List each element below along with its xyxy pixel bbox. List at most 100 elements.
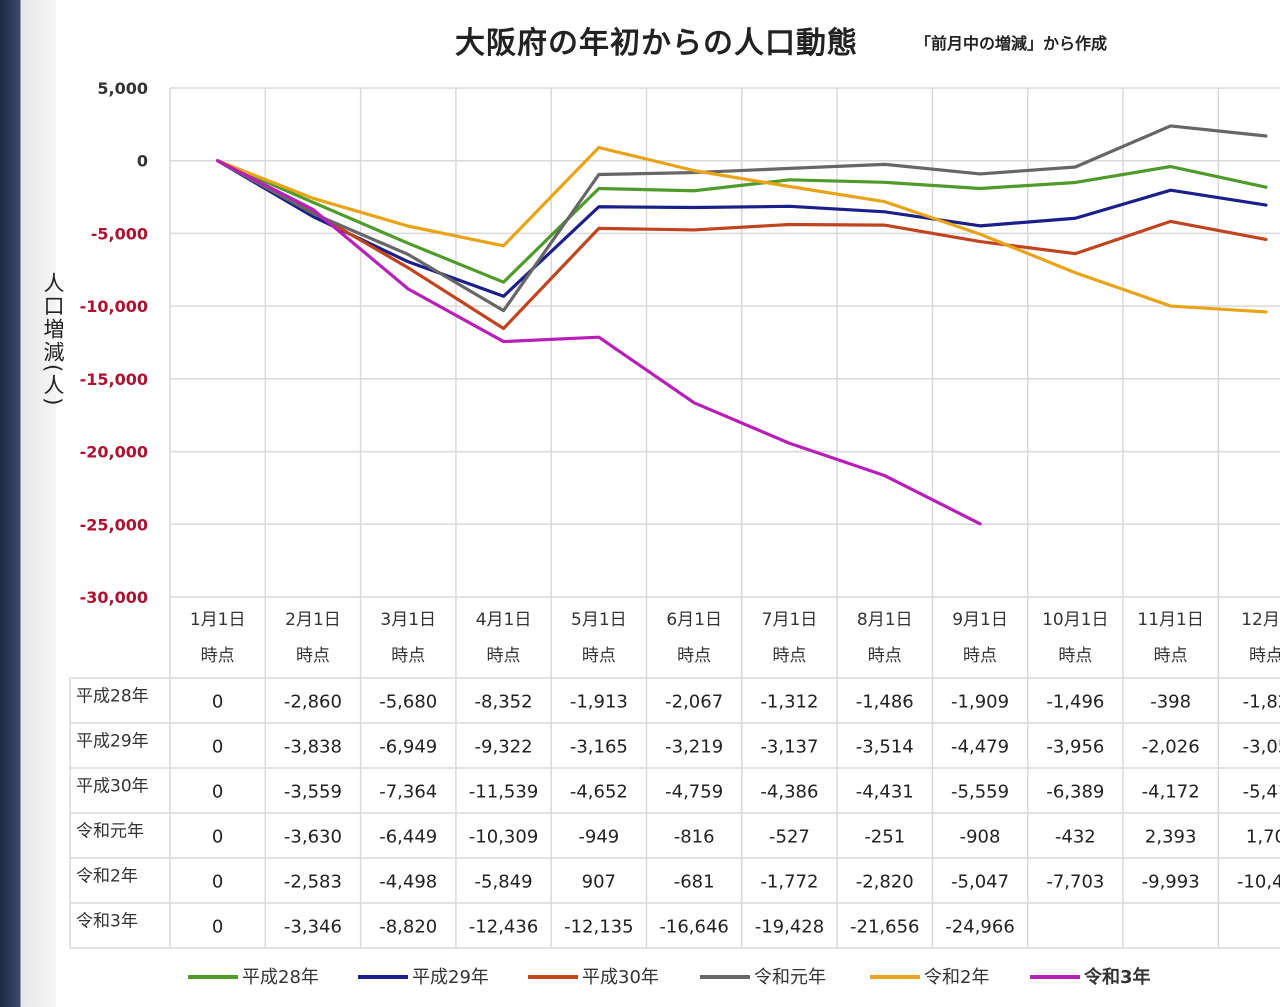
- y-tick-label: 5,000: [97, 79, 148, 98]
- legend-label: 令和3年: [1083, 966, 1151, 988]
- y-tick-label: 0: [137, 152, 148, 171]
- table-cell: -4,498: [379, 872, 437, 893]
- table-cell: -1,909: [951, 692, 1009, 713]
- table-cell: 1,70: [1246, 827, 1280, 848]
- table-cell: -24,966: [945, 917, 1014, 938]
- table-cell: -2,820: [856, 872, 914, 893]
- table-cell: -2,026: [1142, 737, 1200, 758]
- table-cell: -432: [1055, 827, 1096, 848]
- table-cell: -3,137: [760, 737, 818, 758]
- table-cell: 0: [212, 782, 223, 803]
- left-edge-background: [0, 0, 56, 1007]
- x-category-sublabel: 時点: [1154, 646, 1188, 666]
- y-tick-label: -10,000: [80, 297, 148, 316]
- table-cell: -21,656: [850, 917, 919, 938]
- table-cell: -10,309: [469, 827, 538, 848]
- table-cell: -11,539: [469, 782, 538, 803]
- chart-subtitle: 「前月中の増減」から作成: [915, 34, 1108, 53]
- table-cell: -3,346: [284, 917, 342, 938]
- table-cell: -816: [674, 827, 715, 848]
- table-cell: 0: [212, 737, 223, 758]
- x-category-label: 11月1日: [1137, 610, 1203, 630]
- series-lines: [216, 124, 1268, 526]
- table-cell: 0: [212, 827, 223, 848]
- table-cell: -6,949: [379, 737, 437, 758]
- x-category-sublabel: 時点: [1249, 646, 1280, 666]
- y-tick-label: -20,000: [80, 443, 148, 462]
- table-cell: -1,82: [1243, 692, 1280, 713]
- table-cell: -5,047: [951, 872, 1009, 893]
- x-category-sublabel: 時点: [868, 646, 902, 666]
- legend-label: 令和元年: [754, 967, 826, 988]
- table-cell: -2,860: [284, 692, 342, 713]
- table-cell: -3,559: [284, 782, 342, 803]
- legend-label: 平成28年: [242, 967, 319, 988]
- table-cell: -12,135: [564, 917, 633, 938]
- table-cell: -5,41: [1243, 782, 1280, 803]
- table-cell: -398: [1150, 692, 1191, 713]
- table-cell: -5,559: [951, 782, 1009, 803]
- table-cell: -7,703: [1046, 872, 1104, 893]
- x-category-sublabel: 時点: [391, 646, 425, 666]
- table-cell: -527: [769, 827, 810, 848]
- table-cell: -3,838: [284, 737, 342, 758]
- table-cell: -6,449: [379, 827, 437, 848]
- y-tick-labels: 5,000 0 -5,000 -10,000 -15,000 -20,000 -25,000…: [80, 79, 148, 607]
- table-cell: -5,680: [379, 692, 437, 713]
- x-category-label: 10月1日: [1042, 610, 1108, 630]
- x-category-sublabel: 時点: [296, 646, 330, 666]
- table-cell: -3,956: [1046, 737, 1104, 758]
- x-category-sublabel: 時点: [487, 646, 521, 666]
- x-category-label: 2月1日: [285, 610, 341, 630]
- table-cell: -4,759: [665, 782, 723, 803]
- table-row-header: 令和2年: [76, 867, 138, 887]
- table-cell: -1,496: [1046, 692, 1104, 713]
- table-cell: -1,913: [570, 692, 628, 713]
- y-tick-label: -30,000: [80, 588, 148, 607]
- table-cell: 2,393: [1145, 827, 1197, 848]
- table-row-header: 平成29年: [76, 732, 149, 752]
- table-cell: -3,165: [570, 737, 628, 758]
- legend-label: 令和2年: [924, 967, 989, 988]
- x-category-label: 3月1日: [380, 610, 436, 630]
- y-tick-label: -5,000: [91, 224, 148, 243]
- table-cell: -12,436: [469, 917, 538, 938]
- x-category-sublabel: 時点: [677, 646, 711, 666]
- table-cell: -1,486: [856, 692, 914, 713]
- table-row-header: 令和3年: [76, 912, 138, 932]
- x-category-label: 6月1日: [666, 610, 722, 630]
- table-cell: -3,630: [284, 827, 342, 848]
- table-cell: -19,428: [755, 917, 824, 938]
- table-cell: -4,172: [1142, 782, 1200, 803]
- table-cell: -9,993: [1142, 872, 1200, 893]
- series-line: [216, 159, 1268, 331]
- x-category-label: 8月1日: [857, 610, 913, 630]
- series-line: [216, 145, 1268, 314]
- table-cell: -2,583: [284, 872, 342, 893]
- table-cell: -8,352: [475, 692, 533, 713]
- legend: 平成28年 平成29年 平成30年 令和元年 令和2年 令和3年: [188, 966, 1151, 988]
- table-cell: -7,364: [379, 782, 437, 803]
- y-axis-label: 人口増減(人): [41, 272, 65, 408]
- table-cell: -908: [960, 827, 1001, 848]
- y-tick-label: -25,000: [80, 515, 148, 534]
- x-category-label: 5月1日: [571, 610, 627, 630]
- table-cell: -681: [674, 872, 715, 893]
- table-cell: -4,652: [570, 782, 628, 803]
- table-cell: -4,386: [760, 782, 818, 803]
- table-cell: -2,067: [665, 692, 723, 713]
- series-line: [216, 124, 1268, 313]
- series-line: [216, 159, 1268, 284]
- x-category-label: 12月1: [1241, 610, 1280, 630]
- table-cell: -10,40: [1237, 872, 1280, 893]
- table-cell: 0: [212, 917, 223, 938]
- legend-label: 平成30年: [582, 967, 659, 988]
- table-cell: -16,646: [659, 917, 728, 938]
- x-category-sublabel: 時点: [772, 646, 806, 666]
- y-tick-label: -15,000: [80, 370, 148, 389]
- x-category-sublabel: 時点: [1058, 646, 1092, 666]
- table-cell: -3,514: [856, 737, 914, 758]
- series-line: [216, 159, 1268, 298]
